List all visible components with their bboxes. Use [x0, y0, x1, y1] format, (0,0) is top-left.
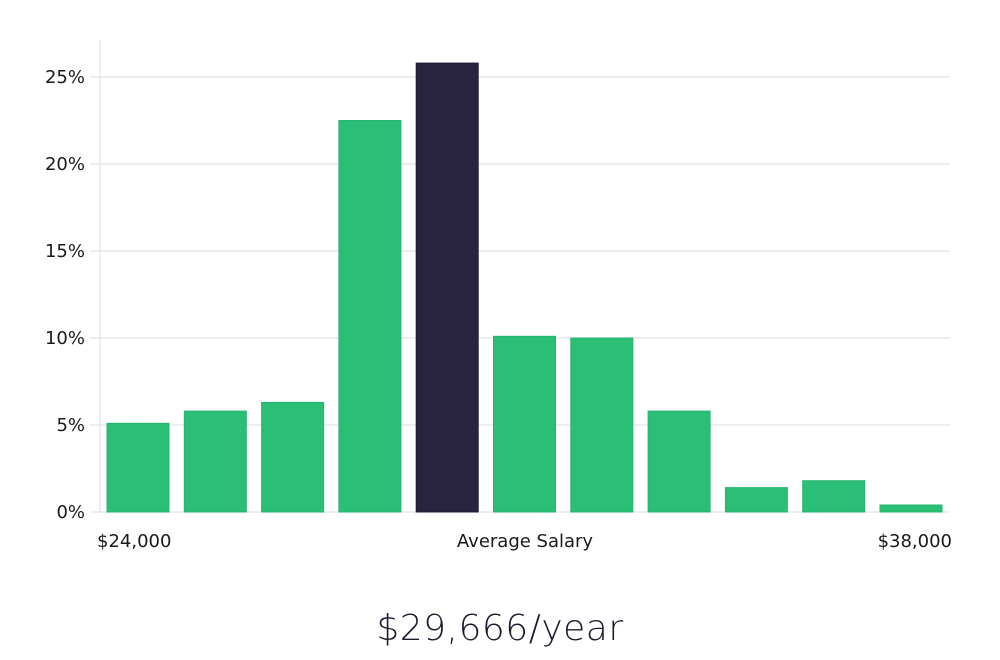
x-start-label: $24,000 — [97, 531, 171, 552]
y-tick-label: 20% — [45, 154, 85, 175]
y-tick-label: 25% — [45, 67, 85, 88]
bar — [261, 401, 325, 513]
salary-histogram: 0%5%10%15%20%25% $24,000 Average Salary … — [45, 40, 952, 552]
bar — [879, 504, 943, 513]
x-end-label: $38,000 — [878, 531, 952, 552]
average-salary-value: $29,666/year — [376, 608, 624, 649]
y-tick-label: 5% — [56, 415, 85, 436]
y-tick-label: 10% — [45, 328, 85, 349]
y-tick-label: 0% — [56, 502, 85, 523]
bar-highlighted — [415, 62, 479, 513]
bar — [802, 480, 866, 513]
bars — [106, 62, 943, 513]
bar — [493, 335, 556, 513]
bar — [724, 487, 788, 513]
bar — [338, 120, 402, 513]
y-axis-ticks: 0% 5% 10% 15% 20% 25% — [45, 67, 85, 523]
x-axis-title: Average Salary — [457, 531, 594, 552]
bar — [570, 337, 634, 513]
bar — [647, 410, 711, 513]
bar — [106, 422, 170, 513]
bar — [183, 410, 247, 513]
y-tick-label: 15% — [45, 241, 85, 262]
